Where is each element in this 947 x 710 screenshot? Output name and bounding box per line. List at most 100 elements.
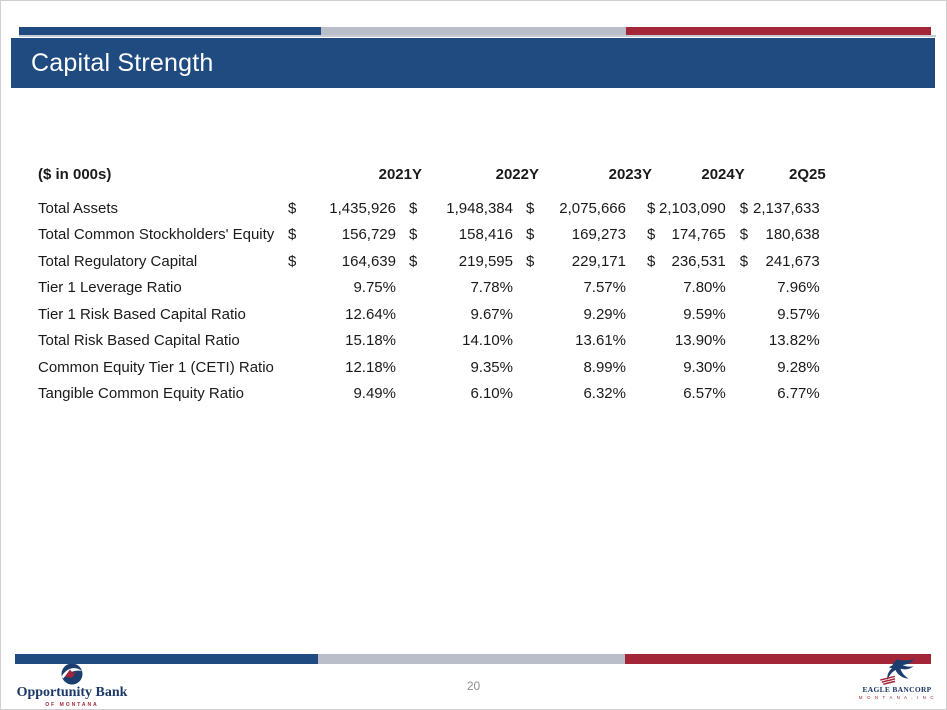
table-row: Tier 1 Leverage Ratio 9.75% 7.78% 7.57% 7.80… <box>38 275 826 302</box>
currency-symbol-cell <box>288 301 310 328</box>
value: 7.57% <box>583 279 626 297</box>
value-cell: 9.67% <box>429 301 526 328</box>
value: 8.99% <box>583 358 626 376</box>
eagle-icon <box>880 659 915 685</box>
value-cell: 6.10% <box>429 381 526 408</box>
spacer <box>38 187 826 195</box>
currency-symbol-cell <box>526 328 546 355</box>
year-column-label: 2024Y <box>701 165 745 183</box>
bottom-accent-bar <box>15 654 931 664</box>
currency-symbol-cell: $ <box>526 222 546 249</box>
currency-symbol-cell: $ <box>639 222 659 249</box>
dollar-sign: $ <box>739 252 749 270</box>
currency-symbol-cell <box>732 381 752 408</box>
value-cell: 9.59% <box>659 301 732 328</box>
value: 9.49% <box>353 385 396 403</box>
dollar-sign: $ <box>526 226 535 244</box>
value-cell: 2,137,633 <box>752 195 826 222</box>
value: 9.29% <box>583 305 626 323</box>
currency-symbol-cell <box>409 354 429 381</box>
value-cell: 9.57% <box>752 301 826 328</box>
year-column-label: 2023Y <box>608 165 652 183</box>
value: 1,948,384 <box>446 199 513 217</box>
row-label: Total Regulatory Capital <box>38 252 198 270</box>
value-cell: 9.35% <box>429 354 526 381</box>
currency-symbol-cell: $ <box>732 248 752 275</box>
value-cell: 158,416 <box>429 222 526 249</box>
value-cell: 15.18% <box>310 328 409 355</box>
eagle-bancorp-name: EAGLE BANCORP <box>862 685 932 694</box>
dollar-sign: $ <box>288 199 297 217</box>
value: 13.90% <box>674 332 726 350</box>
currency-symbol-cell: $ <box>639 248 659 275</box>
value: 6.32% <box>583 385 626 403</box>
currency-symbol-cell <box>526 354 546 381</box>
value: 236,531 <box>671 252 726 270</box>
value: 9.35% <box>470 358 513 376</box>
row-label: Tier 1 Risk Based Capital Ratio <box>38 305 246 323</box>
dollar-sign: $ <box>409 226 418 244</box>
row-label: Total Risk Based Capital Ratio <box>38 332 240 350</box>
value-cell: 164,639 <box>310 248 409 275</box>
value: 9.57% <box>777 305 820 323</box>
value: 13.82% <box>768 332 820 350</box>
value: 13.61% <box>575 332 626 350</box>
top-accent-rule <box>19 35 936 37</box>
row-label: Tangible Common Equity Ratio <box>38 385 244 403</box>
value: 6.57% <box>683 385 726 403</box>
value: 9.30% <box>683 358 726 376</box>
accent-segment-red <box>626 27 931 35</box>
eagle-bancorp-subtext: M O N T A N A , I N C . <box>858 695 936 706</box>
value-cell: 13.90% <box>659 328 732 355</box>
dollar-sign: $ <box>409 199 418 217</box>
row-label: Total Common Stockholders' Equity <box>38 226 275 244</box>
table-row: Tier 1 Risk Based Capital Ratio 12.64% 9.6… <box>38 301 826 328</box>
year-column-header: 2023Y <box>526 161 652 187</box>
opportunity-bank-name: Opportunity Bank <box>16 685 128 700</box>
dollar-sign: $ <box>526 252 535 270</box>
value-cell: 156,729 <box>310 222 409 249</box>
dollar-sign: $ <box>739 226 749 244</box>
accent-segment-blue <box>19 27 321 35</box>
value: 7.80% <box>683 279 726 297</box>
value-cell: 12.64% <box>310 301 409 328</box>
accent-segment-blue <box>15 654 319 664</box>
currency-symbol-cell <box>526 275 546 302</box>
value-cell: 9.49% <box>310 381 409 408</box>
value: 174,765 <box>671 226 726 244</box>
currency-symbol-cell <box>526 301 546 328</box>
value-cell: 14.10% <box>429 328 526 355</box>
currency-symbol-cell: $ <box>288 248 310 275</box>
dollar-sign: $ <box>647 226 656 244</box>
value: 9.59% <box>683 305 726 323</box>
accent-segment-red <box>625 654 931 664</box>
value-cell: 174,765 <box>659 222 732 249</box>
value-cell: 13.61% <box>546 328 639 355</box>
value: 156,729 <box>341 226 396 244</box>
currency-symbol-cell: $ <box>288 222 310 249</box>
value: 229,171 <box>571 252 626 270</box>
currency-symbol-cell <box>409 381 429 408</box>
dollar-sign: $ <box>288 226 297 244</box>
value-cell: 9.29% <box>546 301 639 328</box>
dollar-sign: $ <box>647 252 656 270</box>
capital-table: ($ in 000s) 2021Y 2022Y 2023Y 2024Y 2Q25 Total… <box>38 161 826 407</box>
value-cell: 1,435,926 <box>310 195 409 222</box>
value-cell: 12.18% <box>310 354 409 381</box>
value-cell: 219,595 <box>429 248 526 275</box>
value: 15.18% <box>345 332 396 350</box>
currency-symbol-cell: $ <box>409 195 429 222</box>
title-banner: Capital Strength <box>11 38 935 88</box>
year-column-header: 2021Y <box>288 161 422 187</box>
dollar-sign: $ <box>409 252 418 270</box>
value-cell: 7.78% <box>429 275 526 302</box>
currency-symbol-cell <box>409 328 429 355</box>
year-column-label: 2022Y <box>495 165 539 183</box>
currency-symbol-cell <box>639 301 659 328</box>
value: 169,273 <box>571 226 626 244</box>
currency-symbol-cell: $ <box>732 222 752 249</box>
accent-segment-gray <box>318 654 626 664</box>
value-cell: 169,273 <box>546 222 639 249</box>
row-label: Tier 1 Leverage Ratio <box>38 279 182 297</box>
